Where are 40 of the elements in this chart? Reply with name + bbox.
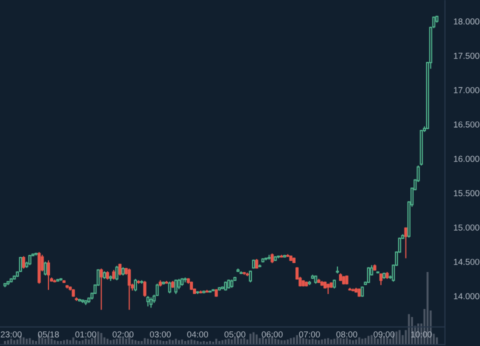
candlestick <box>366 266 370 284</box>
x-tick-label: 09:00 <box>374 331 394 338</box>
y-tick-label: 18.000 <box>454 18 480 25</box>
candlestick <box>326 283 330 295</box>
y-tick-label: 14.500 <box>454 258 480 265</box>
candlestick <box>22 256 26 270</box>
candlestick <box>134 278 138 292</box>
x-tick-label: 07:00 <box>299 331 320 338</box>
candlestick <box>146 296 150 307</box>
x-tick-label: 08:00 <box>336 331 358 338</box>
candlestick <box>174 279 178 295</box>
candlestick <box>44 261 47 276</box>
x-tick-label: 10:00 <box>411 331 432 338</box>
candlestick <box>100 268 103 310</box>
candlestick <box>112 269 116 280</box>
y-tick-label: 16.000 <box>454 156 480 162</box>
y-tick-label: 17.500 <box>454 52 480 59</box>
candlestick <box>115 265 118 281</box>
candlestick <box>404 226 408 259</box>
x-tick-label: 03:00 <box>150 331 171 338</box>
x-tick-label: 05:00 <box>224 331 246 338</box>
x-tick-label: 06:00 <box>262 331 283 338</box>
candlestick <box>128 268 131 310</box>
y-tick-label: 15.000 <box>454 224 480 231</box>
candlestick <box>168 281 172 294</box>
x-tick-label: 04:00 <box>187 331 208 338</box>
candlestick <box>177 278 181 290</box>
candlestick <box>143 280 146 298</box>
y-tick-label: 14.000 <box>454 293 480 300</box>
x-tick-label: 05/18 <box>38 331 59 338</box>
y-tick-label: 16.500 <box>454 121 480 128</box>
x-tick-label: 01:00 <box>75 331 96 338</box>
candlestick <box>46 260 50 290</box>
y-tick-label: 15.500 <box>454 190 480 196</box>
y-tick-label: 17.000 <box>454 87 480 94</box>
x-tick-label: 23:00 <box>0 331 22 338</box>
candlestick <box>270 252 274 264</box>
candlestick <box>149 296 153 308</box>
x-tick-label: 02:00 <box>112 331 134 338</box>
candlestick <box>248 270 252 283</box>
